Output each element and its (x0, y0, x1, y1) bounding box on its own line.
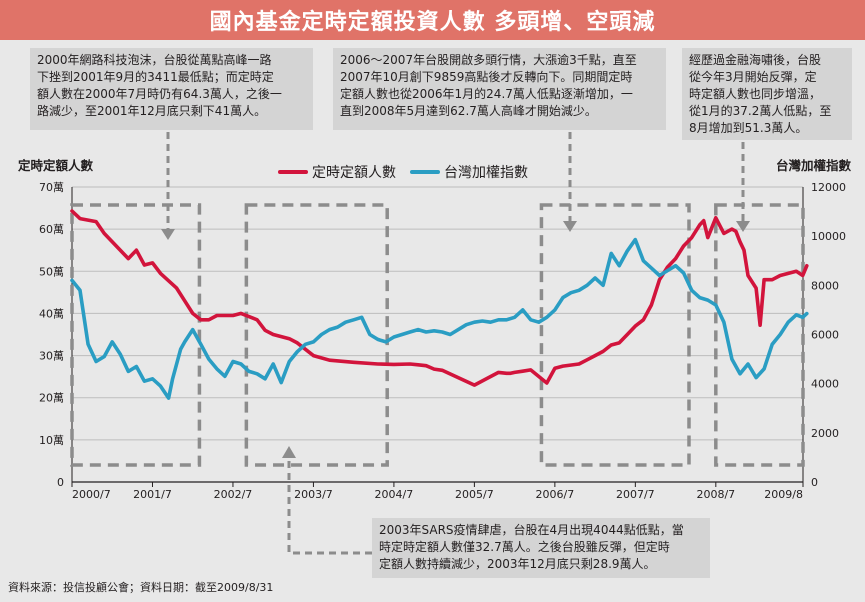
left-tick-label: 70萬 (39, 181, 64, 194)
x-tick-label: 2007/7 (616, 488, 655, 501)
note-line: 2006～2007年台股開啟多頭行情，大漲逾3千點，直至 (340, 53, 637, 67)
right-tick-label: 2000 (811, 427, 839, 440)
highlight-box-3 (539, 203, 691, 467)
x-tick-label: 2003/7 (294, 488, 333, 501)
left-tick-label: 50萬 (39, 265, 64, 278)
note-line: 從今年3月開始反彈，定 (689, 70, 817, 84)
right-tick-label: 10000 (811, 230, 846, 243)
legend-label: 台灣加權指數 (444, 165, 528, 181)
note-line: 8月增加到51.3萬人。 (689, 121, 808, 135)
annotation-sars: 2003年SARS疫情肆虐，台股在4月出現4044點低點，當 時定時定額人數僅3… (372, 518, 710, 578)
right-tick-label: 6000 (811, 329, 839, 342)
x-tick-label: 2001/7 (133, 488, 172, 501)
x-tick-label: 2004/7 (375, 488, 414, 501)
chart-legend: 定時定額人數 台灣加權指數 (278, 162, 542, 182)
left-tick-label: 0 (57, 476, 64, 489)
highlight-box-4 (714, 203, 805, 467)
callout-arrow-2-head (563, 221, 577, 232)
annotation-dotcom-bubble: 2000年網路科技泡沫，台股從萬點高峰一路 下挫到2001年9月的3411最低點… (30, 48, 313, 130)
series-line-investors (70, 209, 809, 387)
x-tick-label: 2002/7 (214, 488, 253, 501)
note-line: 時定時定額人數僅32.7萬人。之後台股雖反彈，但定時 (379, 540, 670, 554)
source-note: 資料來源：投信投顧公會；資料日期：截至2009/8/31 (8, 581, 274, 594)
left-tick-label: 10萬 (39, 434, 64, 447)
callout-arrow-1-head (161, 229, 175, 240)
x-tick-label: 2006/7 (536, 488, 575, 501)
right-tick-label: 12000 (811, 181, 846, 194)
legend-item-index: 台灣加權指數 (410, 162, 528, 182)
highlight-box-1 (70, 203, 202, 467)
note-line: 從1月的37.2萬人低點，至 (689, 104, 832, 118)
right-tick-label: 0 (811, 476, 818, 489)
note-line: 時定額人數也同步增溫， (689, 87, 822, 101)
page-title: 國內基金定時定額投資人數 多頭增、空頭減 (209, 10, 656, 35)
highlight-box-2 (244, 203, 389, 467)
legend-label: 定時定額人數 (312, 165, 396, 181)
left-axis-title: 定時定額人數 (18, 158, 94, 173)
right-tick-label: 4000 (811, 378, 839, 391)
legend-item-investors: 定時定額人數 (278, 162, 396, 182)
x-tick-label: 2009/8 (764, 488, 803, 501)
legend-swatch-blue (410, 170, 440, 174)
note-line: 經歷過金融海嘯後，台股 (689, 53, 822, 67)
left-tick-label: 30萬 (39, 350, 64, 363)
series-line-taiex (70, 237, 809, 400)
legend-swatch-red (278, 170, 308, 174)
note-line: 下挫到2001年9月的3411最低點；而定時定 (37, 70, 274, 84)
note-line: 定額人數持續減少，2003年12月底只剩28.9萬人。 (379, 557, 656, 571)
note-line: 額人數在2000年7月時仍有64.3萬人，之後一 (37, 87, 282, 101)
x-tick-label: 2008/7 (696, 488, 735, 501)
x-tick-label: 2000/7 (72, 488, 111, 501)
note-line: 2003年SARS疫情肆虐，台股在4月出現4044點低點，當 (379, 523, 684, 537)
callout-arrow-4 (287, 458, 372, 555)
title-bar: 國內基金定時定額投資人數 多頭增、空頭減 (0, 0, 865, 40)
note-line: 2007年10月創下9859高點後才反轉向下。同期間定時 (340, 70, 633, 84)
callout-arrow-3-head (736, 221, 750, 232)
right-axis-title: 台灣加權指數 (775, 158, 851, 173)
note-line: 定額人數也從2006年1月的24.7萬人低點逐漸增加，一 (340, 87, 633, 101)
left-tick-label: 60萬 (39, 223, 64, 236)
left-tick-label: 20萬 (39, 392, 64, 405)
left-tick-label: 40萬 (39, 307, 64, 320)
note-line: 直到2008年5月達到62.7萬人高峰才開始減少。 (340, 104, 597, 118)
note-line: 路減少，至2001年12月底只剩下41萬人。 (37, 104, 267, 118)
annotation-bull-market: 2006～2007年台股開啟多頭行情，大漲逾3千點，直至 2007年10月創下9… (333, 48, 666, 130)
annotation-financial-crisis: 經歷過金融海嘯後，台股 從今年3月開始反彈，定 時定額人數也同步增溫， 從1月的… (682, 48, 852, 140)
note-line: 2000年網路科技泡沫，台股從萬點高峰一路 (37, 53, 272, 67)
x-tick-label: 2005/7 (455, 488, 494, 501)
right-tick-label: 8000 (811, 279, 839, 292)
callout-arrow-4-head (282, 446, 296, 458)
